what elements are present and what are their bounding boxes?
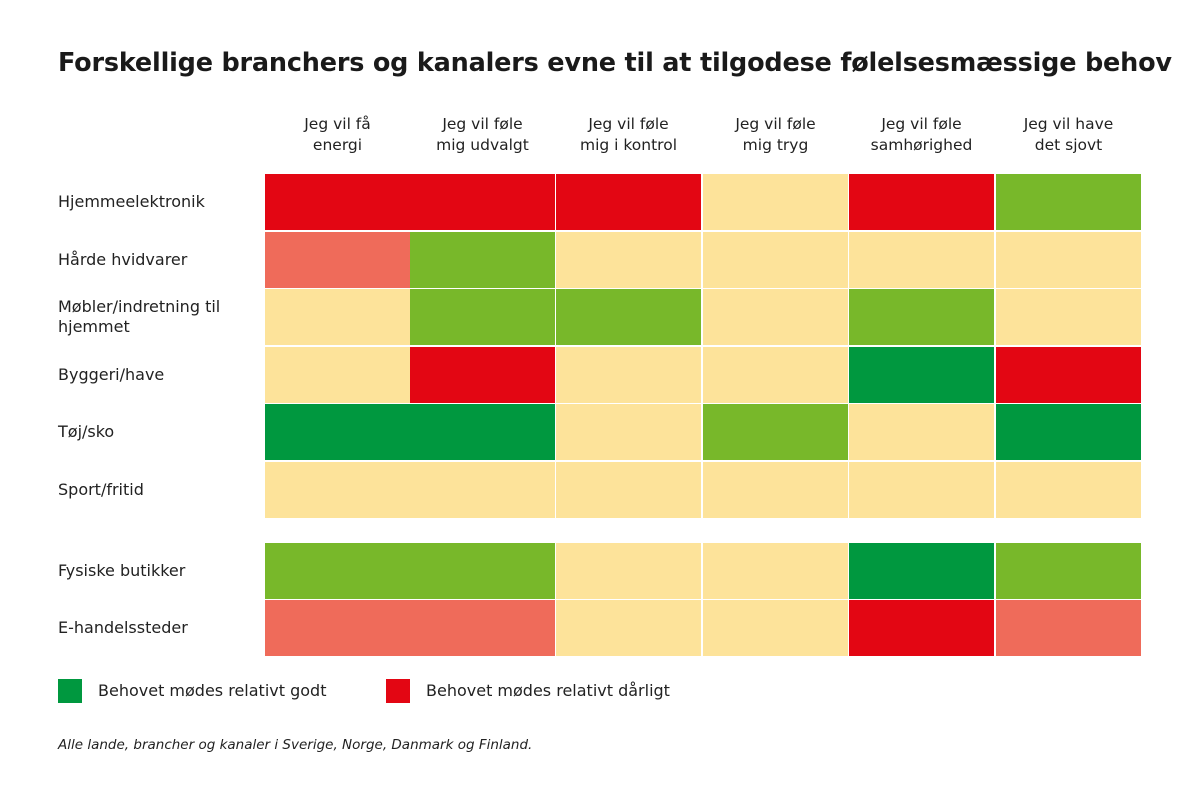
heatmap-cell	[410, 404, 555, 460]
row-label-line: Tøj/sko	[58, 422, 115, 441]
heatmap-cell	[556, 543, 701, 599]
heatmap-cell	[703, 232, 848, 288]
heatmap-cell	[996, 232, 1141, 288]
row-label: Sport/fritid	[58, 462, 258, 518]
heatmap-cell	[849, 404, 994, 460]
column-header: Jeg vil føle samhørighed	[849, 114, 995, 156]
legend-swatch-good	[58, 679, 82, 703]
column-header-line: Jeg vil føle	[588, 115, 669, 133]
row-label: Hjemmeelektronik	[58, 174, 258, 230]
heatmap-cell	[849, 347, 994, 403]
heatmap-cell	[265, 600, 410, 656]
column-header-line: Jeg vil føle	[442, 115, 523, 133]
heatmap-cell	[849, 462, 994, 518]
heatmap-cell	[265, 289, 410, 345]
heatmap-cell	[410, 174, 555, 230]
row-label: Fysiske butikker	[58, 543, 258, 599]
row-label-line: hjemmet	[58, 317, 130, 336]
heatmap-cell	[849, 232, 994, 288]
row-label-line: Fysiske butikker	[58, 561, 186, 580]
heatmap-cell	[996, 404, 1141, 460]
column-header-line: det sjovt	[1034, 136, 1103, 154]
legend-label-bad: Behovet mødes relativt dårligt	[426, 681, 670, 700]
row-label: Tøj/sko	[58, 404, 258, 460]
heatmap-cell	[410, 600, 555, 656]
footnote: Alle lande, brancher og kanaler i Sverig…	[58, 737, 533, 753]
legend-swatch-bad	[386, 679, 410, 703]
heatmap-cell	[556, 174, 701, 230]
column-header: Jeg vil føle mig tryg	[703, 114, 849, 156]
heatmap-cell	[556, 347, 701, 403]
heatmap-cell	[996, 543, 1141, 599]
heatmap-cell	[556, 462, 701, 518]
column-header-line: samhørighed	[870, 136, 973, 154]
heatmap-cell	[410, 543, 555, 599]
row-label: Hårde hvidvarer	[58, 232, 258, 288]
legend-label-good: Behovet mødes relativt godt	[98, 681, 327, 700]
heatmap-cell	[703, 462, 848, 518]
heatmap-cell	[265, 543, 410, 599]
heatmap-cell	[265, 347, 410, 403]
heatmap-cell	[996, 174, 1141, 230]
row-label-line: Hjemmeelektronik	[58, 192, 205, 211]
column-header-line: mig tryg	[742, 136, 809, 154]
column-header-line: energi	[312, 136, 363, 154]
column-header: Jeg vil have det sjovt	[996, 114, 1142, 156]
row-label-line: Sport/fritid	[58, 480, 144, 499]
heatmap-cell	[849, 600, 994, 656]
heatmap-cell	[996, 347, 1141, 403]
row-label: Byggeri/have	[58, 347, 258, 403]
row-label-line: Byggeri/have	[58, 365, 165, 384]
row-label-line: Møbler/indretning til	[58, 297, 221, 316]
row-label-line: Hårde hvidvarer	[58, 250, 188, 269]
chart-title: Forskellige branchers og kanalers evne t…	[58, 48, 1172, 78]
heatmap-cell	[410, 232, 555, 288]
heatmap-cell	[265, 174, 410, 230]
column-header: Jeg vil føle mig i kontrol	[556, 114, 702, 156]
column-header: Jeg vil få energi	[265, 114, 411, 156]
column-header-line: Jeg vil have	[1023, 115, 1114, 133]
heatmap-cell	[265, 404, 410, 460]
column-header-line: Jeg vil føle	[735, 115, 816, 133]
heatmap-cell	[556, 289, 701, 345]
heatmap-cell	[703, 404, 848, 460]
heatmap-cell	[703, 289, 848, 345]
column-header-line: mig udvalgt	[436, 136, 529, 154]
heatmap-cell	[556, 404, 701, 460]
column-header-line: mig i kontrol	[579, 136, 678, 154]
heatmap-cell	[265, 462, 410, 518]
heatmap-cell	[410, 289, 555, 345]
heatmap-cell	[410, 347, 555, 403]
heatmap-cell	[996, 289, 1141, 345]
heatmap-cell	[410, 462, 555, 518]
heatmap-cell	[703, 543, 848, 599]
column-header-line: Jeg vil føle	[881, 115, 962, 133]
heatmap-cell	[703, 600, 848, 656]
row-label: E-handelssteder	[58, 600, 258, 656]
heatmap-cell	[556, 232, 701, 288]
column-header: Jeg vil føle mig udvalgt	[410, 114, 556, 156]
column-header-line: Jeg vil få	[304, 115, 371, 133]
heatmap-cell	[556, 600, 701, 656]
heatmap-cell	[996, 462, 1141, 518]
heatmap-cell	[265, 232, 410, 288]
row-label-line: E-handelssteder	[58, 618, 188, 637]
heatmap-cell	[703, 174, 848, 230]
heatmap-cell	[849, 289, 994, 345]
heatmap-cell	[849, 174, 994, 230]
heatmap-cell	[703, 347, 848, 403]
row-label: Møbler/indretning til hjemmet	[58, 289, 258, 345]
heatmap-cell	[996, 600, 1141, 656]
heatmap-cell	[849, 543, 994, 599]
